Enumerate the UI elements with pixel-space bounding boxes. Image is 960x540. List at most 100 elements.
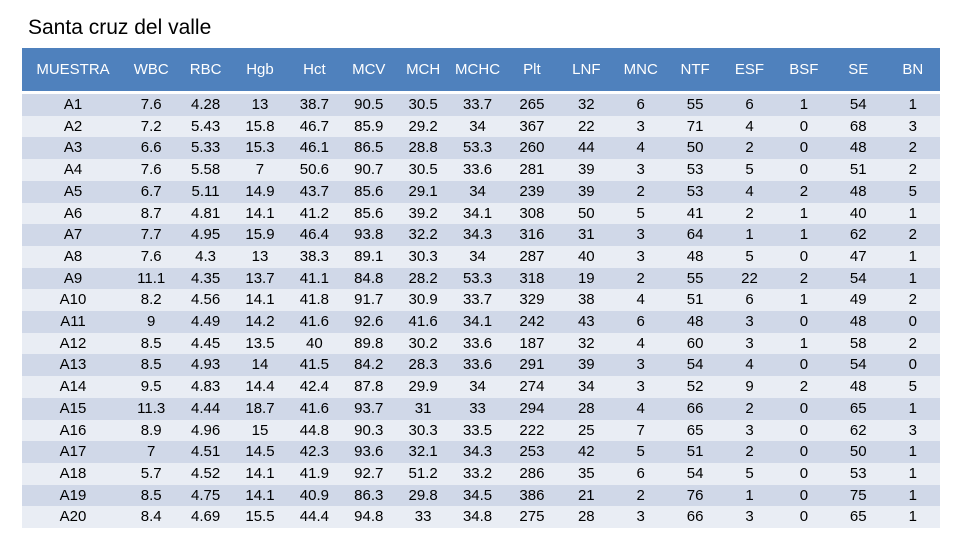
table-cell-se: 48 <box>831 137 886 160</box>
table-cell-plt: 294 <box>504 397 560 420</box>
table-cell-rbc: 5.58 <box>178 159 233 181</box>
table-cell-muestra: A13 <box>22 354 124 377</box>
table-cell-rbc: 4.35 <box>178 267 233 290</box>
column-header-ntf: NTF <box>667 48 723 94</box>
table-cell-ntf: 53 <box>667 159 723 181</box>
table-cell-bn: 3 <box>885 115 940 138</box>
table-cell-wbc: 11.1 <box>124 267 179 290</box>
table-cell-plt: 253 <box>504 441 560 463</box>
table-cell-se: 58 <box>831 332 886 355</box>
table-cell-bn: 2 <box>885 137 940 160</box>
column-header-bsf: BSF <box>776 48 832 94</box>
table-body: A1 7.6 4.28 13 38.7 90.5 30.5 33.7 265 32 6 55 6 1 54 1… <box>22 94 940 529</box>
table-cell-bn: 1 <box>885 484 940 507</box>
column-header-esf: ESF <box>722 48 777 94</box>
table-cell-plt: 329 <box>504 289 560 312</box>
table-cell-bn: 1 <box>885 94 940 116</box>
table-cell-plt: 260 <box>504 137 560 160</box>
table-cell-lnf: 39 <box>559 354 614 377</box>
table-cell-muestra: A7 <box>22 224 124 246</box>
table-cell-mchc: 34.3 <box>450 441 505 463</box>
table-cell-rbc: 4.56 <box>178 289 233 312</box>
table-cell-lnf: 22 <box>559 115 614 138</box>
column-header-bn: BN <box>885 48 940 94</box>
table-cell-esf: 1 <box>722 484 777 507</box>
table-cell-mch: 28.2 <box>395 267 451 290</box>
table-cell-mchc: 34.5 <box>450 484 505 507</box>
table-cell-wbc: 7.2 <box>124 115 179 138</box>
table-cell-wbc: 7.6 <box>124 159 179 181</box>
column-header-rbc: RBC <box>178 48 233 94</box>
table-cell-hgb: 7 <box>232 159 288 181</box>
table-cell-mnc: 4 <box>613 397 668 420</box>
table-cell-plt: 386 <box>504 484 560 507</box>
table-cell-hct: 38.3 <box>287 245 342 268</box>
table-cell-se: 54 <box>831 94 886 116</box>
table-row: A3 6.6 5.33 15.3 46.1 86.5 28.8 53.3 260 44 4 50 2 0 4… <box>22 137 940 160</box>
table-row: A1 7.6 4.28 13 38.7 90.5 30.5 33.7 265 32 6 55 6 1 54 1 <box>22 94 940 116</box>
table-cell-bn: 2 <box>885 332 940 355</box>
column-header-hct: Hct <box>287 48 342 94</box>
table-cell-mnc: 6 <box>613 94 668 116</box>
table-cell-mchc: 53.3 <box>450 137 505 160</box>
table-cell-rbc: 5.11 <box>178 180 233 203</box>
table-cell-mchc: 33 <box>450 397 505 420</box>
table-cell-plt: 222 <box>504 419 560 442</box>
table-cell-mch: 29.1 <box>395 180 451 203</box>
table-cell-plt: 281 <box>504 159 560 181</box>
table-cell-mnc: 3 <box>613 506 668 529</box>
table-cell-wbc: 8.9 <box>124 419 179 442</box>
table-cell-esf: 1 <box>722 224 777 246</box>
table-cell-esf: 4 <box>722 180 777 203</box>
table-cell-plt: 287 <box>504 245 560 268</box>
table-cell-mnc: 3 <box>613 376 668 398</box>
table-cell-lnf: 35 <box>559 462 614 485</box>
table-cell-ntf: 51 <box>667 289 723 312</box>
table-cell-wbc: 11.3 <box>124 397 179 420</box>
table-cell-plt: 274 <box>504 376 560 398</box>
table-cell-mchc: 34.1 <box>450 311 505 333</box>
table-cell-mnc: 4 <box>613 137 668 160</box>
table-row: A13 8.5 4.93 14 41.5 84.2 28.3 33.6 291 39 3 54 4 0 54… <box>22 354 940 377</box>
table-cell-bsf: 0 <box>776 137 832 160</box>
header-row: MUESTRA WBC RBC Hgb Hct MCV MCH MCHC Plt LNF MNC NT… <box>22 48 940 94</box>
table-cell-hct: 41.2 <box>287 202 342 225</box>
table-cell-hct: 41.5 <box>287 354 342 377</box>
table-cell-mch: 29.8 <box>395 484 451 507</box>
table-cell-se: 48 <box>831 180 886 203</box>
table-cell-wbc: 7.6 <box>124 94 179 116</box>
table-row: A5 6.7 5.11 14.9 43.7 85.6 29.1 34 239 39 2 53 4 2 48 5 <box>22 180 940 203</box>
column-header-se: SE <box>831 48 886 94</box>
table-cell-mch: 29.9 <box>395 376 451 398</box>
table-cell-esf: 3 <box>722 419 777 442</box>
table-cell-bsf: 1 <box>776 202 832 225</box>
table-cell-hct: 46.1 <box>287 137 342 160</box>
table-row: A17 7 4.51 14.5 42.3 93.6 32.1 34.3 253 42 5 51 2 0 50… <box>22 441 940 463</box>
table-cell-se: 40 <box>831 202 886 225</box>
table-cell-lnf: 39 <box>559 159 614 181</box>
table-cell-se: 65 <box>831 397 886 420</box>
table-cell-hct: 38.7 <box>287 94 342 116</box>
table-cell-rbc: 4.45 <box>178 332 233 355</box>
table-cell-lnf: 32 <box>559 332 614 355</box>
table-cell-mch: 30.9 <box>395 289 451 312</box>
table-cell-mchc: 33.2 <box>450 462 505 485</box>
table-cell-bsf: 0 <box>776 484 832 507</box>
column-header-hgb: Hgb <box>232 48 288 94</box>
column-header-mch: MCH <box>395 48 451 94</box>
table-cell-mnc: 2 <box>613 267 668 290</box>
table-cell-mch: 30.5 <box>395 159 451 181</box>
table-cell-se: 54 <box>831 354 886 377</box>
table-cell-mchc: 34 <box>450 180 505 203</box>
table-cell-mnc: 6 <box>613 462 668 485</box>
table-cell-hgb: 14.1 <box>232 289 288 312</box>
table-cell-bsf: 0 <box>776 159 832 181</box>
column-header-muestra: MUESTRA <box>22 48 124 94</box>
table-cell-bsf: 0 <box>776 462 832 485</box>
table-cell-rbc: 4.49 <box>178 311 233 333</box>
table-cell-mcv: 90.5 <box>341 94 396 116</box>
table-cell-hgb: 15.9 <box>232 224 288 246</box>
table-cell-se: 75 <box>831 484 886 507</box>
table-cell-hct: 44.8 <box>287 419 342 442</box>
table-cell-rbc: 4.52 <box>178 462 233 485</box>
